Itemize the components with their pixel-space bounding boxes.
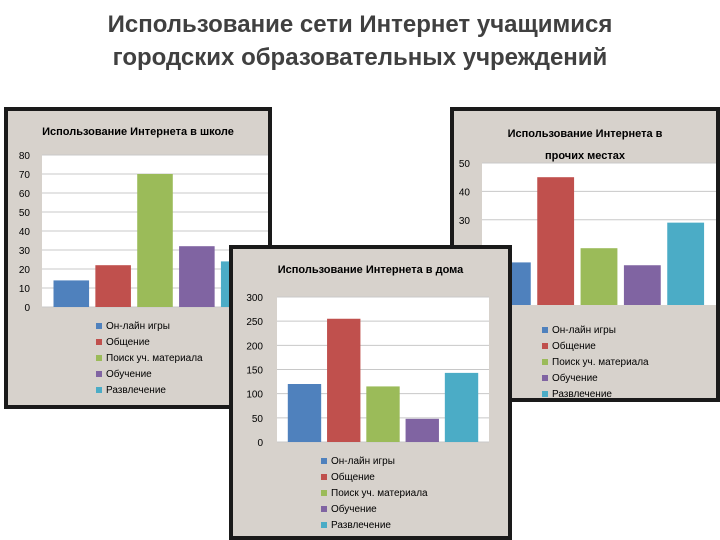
legend-swatch: [96, 371, 102, 378]
slide-title-line-1: Использование сети Интернет учащимися: [107, 11, 613, 38]
y-tick-label: 0: [257, 438, 263, 449]
y-tick-label: 20: [19, 265, 31, 276]
chart-home-area: Использование Интернета в дома 0 50 100 150…: [233, 249, 508, 536]
y-tick-label: 40: [459, 187, 471, 198]
legend-label: Общение: [106, 337, 150, 348]
legend-label: Общение: [331, 472, 375, 483]
bar-home-2: [366, 386, 400, 442]
chart-other-title: Использование Интернета в прочих местах: [454, 123, 716, 167]
legend-item: Поиск уч. материала: [96, 351, 203, 367]
legend-swatch: [542, 375, 548, 382]
legend-swatch: [321, 490, 327, 497]
legend-label: Общение: [552, 341, 596, 352]
y-tick-label: 0: [24, 303, 30, 314]
chart-home-legend: Он-лайн игры Общение Поиск уч. материала Об…: [321, 454, 428, 534]
chart-school-plot: 0 10 20 30 40 50 60 70 80: [19, 151, 268, 314]
bar-school-1: [95, 265, 131, 307]
bar-home-4: [444, 372, 479, 442]
slide-title-line-2: городских образовательных учреждений: [112, 44, 608, 71]
chart-other-plot: 30 40 50: [459, 159, 716, 305]
y-tick-label: 150: [246, 366, 263, 377]
legend-label: Поиск уч. материала: [331, 488, 428, 499]
legend-item: Общение: [321, 470, 428, 486]
bar-school-2: [137, 174, 173, 307]
legend-item: Общение: [96, 335, 203, 351]
chart-school-area: Использование Интернета в школе 0 10 20 30 4…: [8, 111, 268, 405]
chart-school-legend: Он-лайн игры Общение Поиск уч. материала Об…: [96, 319, 203, 399]
y-tick-label: 30: [459, 216, 471, 227]
legend-swatch: [96, 387, 102, 394]
legend-swatch: [542, 327, 548, 334]
legend-item: Он-лайн игры: [96, 319, 203, 335]
legend-label: Развлечение: [106, 385, 166, 396]
bar-other-2: [580, 248, 618, 305]
legend-swatch: [542, 343, 548, 350]
legend-swatch: [321, 506, 327, 513]
legend-item: Общение: [542, 339, 649, 355]
legend-item: Поиск уч. материала: [321, 486, 428, 502]
bar-home-0: [287, 384, 322, 442]
legend-label: Поиск уч. материала: [552, 357, 649, 368]
legend-swatch: [96, 355, 102, 362]
legend-label: Развлечение: [331, 520, 391, 531]
y-tick-label: 50: [459, 159, 471, 170]
bar-home-3: [405, 418, 439, 442]
legend-label: Он-лайн игры: [106, 321, 170, 332]
legend-swatch: [96, 323, 102, 330]
y-tick-label: 50: [252, 414, 264, 425]
chart-school-title: Использование Интернета в школе: [42, 126, 234, 138]
chart-other-legend: Он-лайн игры Общение Поиск уч. материала Об…: [542, 323, 649, 403]
legend-swatch: [96, 339, 102, 346]
legend-label: Обучение: [106, 369, 152, 380]
legend-label: Он-лайн игры: [552, 325, 616, 336]
legend-item: Обучение: [96, 367, 203, 383]
legend-label: Поиск уч. материала: [106, 353, 203, 364]
legend-item: Развлечение: [96, 383, 203, 399]
legend-item: Обучение: [321, 502, 428, 518]
bar-other-4: [667, 222, 705, 305]
bar-home-1: [327, 318, 361, 442]
y-tick-label: 60: [19, 189, 31, 200]
y-tick-label: 40: [19, 227, 31, 238]
slide-title: Использование сети Интернет учащимися го…: [0, 8, 720, 74]
bar-school-3: [179, 246, 215, 307]
legend-label: Обучение: [331, 504, 377, 515]
y-tick-label: 50: [19, 208, 31, 219]
y-tick-label: 200: [246, 341, 263, 352]
legend-item: Развлечение: [542, 387, 649, 403]
legend-item: Поиск уч. материала: [542, 355, 649, 371]
bar-other-3: [623, 265, 661, 305]
y-tick-label: 100: [246, 390, 263, 401]
legend-item: Обучение: [542, 371, 649, 387]
y-tick-label: 80: [19, 151, 31, 162]
bar-school-0: [53, 280, 90, 307]
legend-label: Он-лайн игры: [331, 456, 395, 467]
legend-label: Развлечение: [552, 389, 612, 400]
legend-swatch: [321, 474, 327, 481]
y-tick-label: 30: [19, 246, 31, 257]
chart-home: Использование Интернета в дома 0 50 100 150…: [229, 245, 512, 540]
legend-item: Развлечение: [321, 518, 428, 534]
bar-other-1: [537, 177, 575, 305]
legend-label: Обучение: [552, 373, 598, 384]
legend-swatch: [542, 391, 548, 398]
chart-home-plot: 0 50 100 150 200 250 300: [246, 293, 489, 449]
chart-other-title-line-2: прочих местах: [545, 150, 625, 162]
legend-item: Он-лайн игры: [542, 323, 649, 339]
y-tick-label: 70: [19, 170, 31, 181]
chart-home-title: Использование Интернета в дома: [277, 264, 464, 276]
y-tick-label: 300: [246, 293, 263, 304]
legend-swatch: [321, 522, 327, 529]
y-tick-label: 10: [19, 284, 31, 295]
chart-other-title-line-1: Использование Интернета в: [507, 128, 663, 140]
legend-swatch: [542, 359, 548, 366]
legend-item: Он-лайн игры: [321, 454, 428, 470]
y-tick-label: 250: [246, 317, 263, 328]
chart-school: Использование Интернета в школе 0 10 20 30 4…: [4, 107, 272, 409]
legend-swatch: [321, 458, 327, 465]
